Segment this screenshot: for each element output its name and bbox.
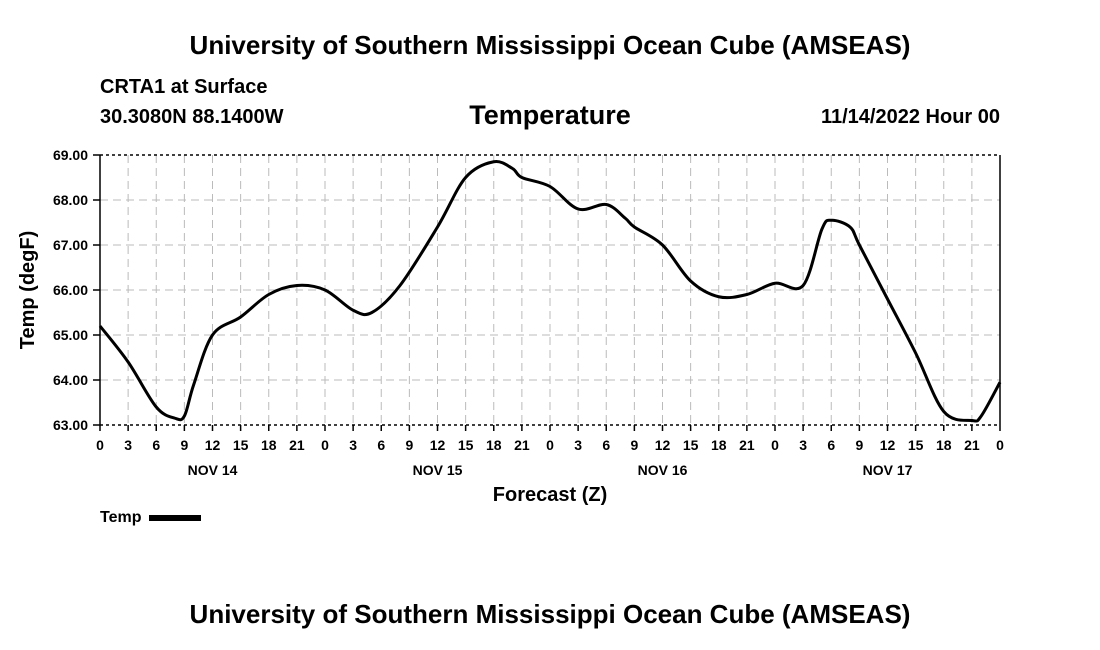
station-label: CRTA1 at Surface	[100, 76, 268, 98]
y-axis-label: Temp (degF)	[17, 231, 39, 350]
x-tick-label: 6	[827, 437, 835, 453]
y-tick-label: 64.00	[53, 372, 88, 388]
x-tick-label: 6	[152, 437, 160, 453]
x-tick-label: 0	[546, 437, 554, 453]
x-tick-label: 12	[205, 437, 221, 453]
x-tick-label: 15	[683, 437, 699, 453]
x-tick-label: 12	[430, 437, 446, 453]
x-tick-label: 0	[321, 437, 329, 453]
x-tick-label: 3	[349, 437, 357, 453]
x-tick-label: 3	[124, 437, 132, 453]
legend-swatch	[149, 515, 202, 521]
y-tick-label: 69.00	[53, 147, 88, 163]
x-tick-label: 9	[855, 437, 863, 453]
x-tick-label: 9	[180, 437, 188, 453]
x-tick-label: 9	[405, 437, 413, 453]
x-tick-label: 3	[799, 437, 807, 453]
x-tick-label: 18	[486, 437, 502, 453]
x-tick-label: 0	[996, 437, 1004, 453]
x-tick-label: 21	[289, 437, 305, 453]
x-tick-label: 21	[964, 437, 980, 453]
x-tick-label: 18	[261, 437, 277, 453]
day-label: NOV 15	[413, 462, 463, 478]
y-tick-label: 63.00	[53, 417, 88, 433]
x-tick-label: 0	[771, 437, 779, 453]
x-tick-label: 12	[655, 437, 671, 453]
x-tick-label: 6	[602, 437, 610, 453]
x-tick-label: 0	[96, 437, 104, 453]
x-tick-label: 21	[739, 437, 755, 453]
y-tick-label: 65.00	[53, 327, 88, 343]
x-tick-label: 9	[630, 437, 638, 453]
x-tick-label: 15	[458, 437, 474, 453]
x-tick-label: 15	[233, 437, 249, 453]
x-tick-label: 15	[908, 437, 924, 453]
y-tick-label: 67.00	[53, 237, 88, 253]
x-tick-label: 6	[377, 437, 385, 453]
forecast-datetime: 11/14/2022 Hour 00	[820, 106, 1000, 128]
y-tick-label: 68.00	[53, 192, 88, 208]
legend: Temp	[100, 509, 202, 527]
chart-title-bottom: University of Southern Mississippi Ocean…	[189, 599, 911, 629]
day-label: NOV 17	[863, 462, 913, 478]
x-tick-label: 12	[880, 437, 896, 453]
day-label: NOV 14	[188, 462, 238, 478]
chart-title-top: University of Southern Mississippi Ocean…	[189, 30, 911, 60]
chart-subtitle: Temperature	[469, 100, 631, 130]
x-tick-label: 18	[711, 437, 727, 453]
x-tick-label: 3	[574, 437, 582, 453]
x-tick-label: 18	[936, 437, 952, 453]
y-tick-label: 66.00	[53, 282, 88, 298]
legend-label: Temp	[100, 509, 142, 526]
x-axis-label: Forecast (Z)	[493, 484, 607, 506]
day-label: NOV 16	[638, 462, 688, 478]
series-line-temp	[98, 160, 1002, 423]
x-tick-label: 21	[514, 437, 530, 453]
coordinates-label: 30.3080N 88.1400W	[100, 106, 284, 128]
